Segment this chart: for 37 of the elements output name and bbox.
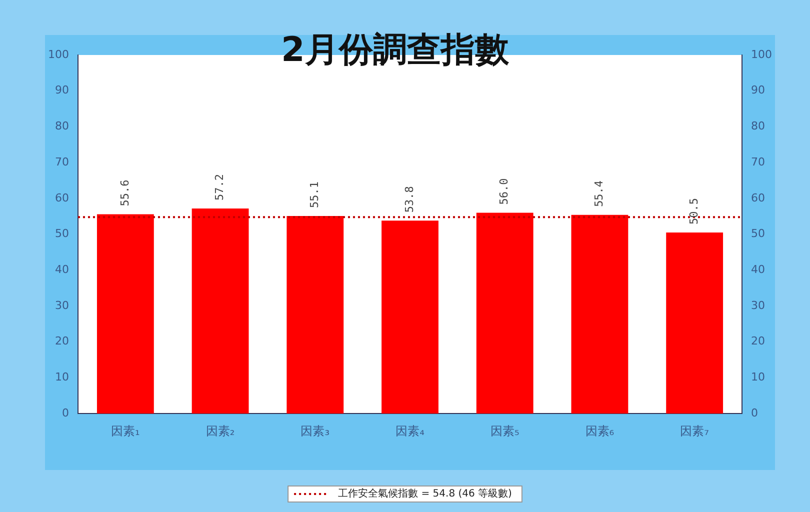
data-label: 55.4 <box>592 180 606 207</box>
y-tick-label: 10 <box>54 370 69 384</box>
x-tick-label: 因素₆ <box>585 424 614 438</box>
y2-tick-label: 50 <box>751 227 766 240</box>
data-label: 56.0 <box>498 178 511 205</box>
y-tick-label: 80 <box>54 120 69 133</box>
y2-tick-label: 10 <box>751 370 766 384</box>
y-tick-label: 20 <box>54 334 69 348</box>
x-tick-label: 因素₅ <box>490 424 520 438</box>
y2-tick-label: 40 <box>751 263 766 276</box>
y2-tick-label: 60 <box>751 191 766 204</box>
y2-tick-label: 30 <box>751 298 766 312</box>
y-tick-label: 30 <box>54 298 69 312</box>
data-label: 55.6 <box>118 180 132 206</box>
x-tick-label: 因素₃ <box>300 424 330 438</box>
data-label: 50.5 <box>687 198 700 225</box>
y2-tick-label: 90 <box>751 84 766 97</box>
y2-tick-label: 100 <box>751 48 772 61</box>
y-tick-label: 90 <box>54 84 69 97</box>
x-tick-label: 因素₂ <box>206 424 235 438</box>
x-tick-label: 因素₄ <box>396 424 425 438</box>
y-tick-label: 50 <box>54 227 69 240</box>
data-label: 53.8 <box>402 186 416 213</box>
y2-tick-label: 70 <box>751 155 766 168</box>
data-label: 57.2 <box>213 174 226 200</box>
y-tick-label: 70 <box>54 155 69 168</box>
x-tick-label: 因素₁ <box>111 424 140 438</box>
y2-tick-label: 80 <box>751 120 766 133</box>
y-tick-label: 40 <box>54 263 69 276</box>
x-tick-label: 因素₇ <box>680 424 710 438</box>
y-tick-label: 0 <box>62 406 69 420</box>
legend-label: 工作安全氣候指數 = 54.8 (46 等級數) <box>338 488 512 500</box>
y2-tick-label: 20 <box>751 334 766 348</box>
data-label: 55.1 <box>308 182 321 208</box>
y-tick-label: 60 <box>54 191 69 204</box>
y-tick-label: 100 <box>48 48 69 61</box>
y2-tick-label: 0 <box>751 406 758 420</box>
